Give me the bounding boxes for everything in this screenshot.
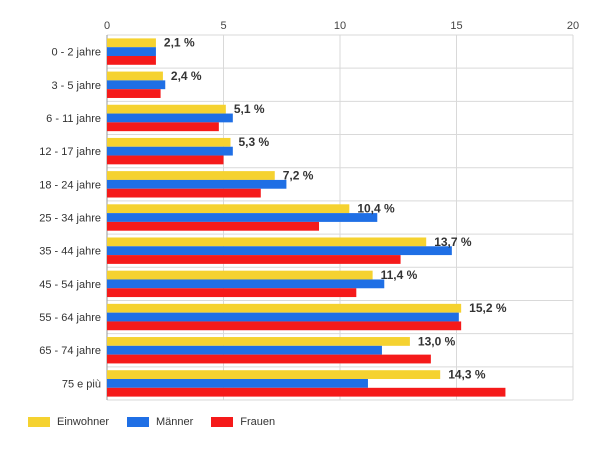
bar-mnner [107, 246, 452, 256]
bar-einwohner [107, 104, 226, 114]
bar-frauen [107, 122, 219, 132]
bar-mnner [107, 379, 368, 388]
x-tick-label: 20 [567, 20, 579, 32]
bar-einwohner [107, 38, 156, 48]
x-tick-label: 15 [450, 20, 462, 32]
bar-mnner [107, 213, 378, 222]
y-tick-label: 0 - 2 jahre [51, 47, 101, 59]
y-tick-label: 25 - 34 jahre [39, 213, 101, 225]
legend-item-manner[interactable]: Männer [126, 416, 194, 428]
bar-frauen [107, 387, 506, 397]
bar-mnner [107, 80, 166, 90]
bar-frauen [107, 321, 462, 331]
x-tick-label: 5 [220, 20, 226, 32]
bar-mnner [107, 345, 382, 355]
y-tick-label: 12 - 17 jahre [39, 146, 101, 158]
bar-einwohner [107, 270, 373, 280]
legend-swatch-manner [126, 417, 149, 427]
legend-item-frauen[interactable]: Frauen [211, 416, 275, 428]
legend-item-einwohner[interactable]: Einwohner [28, 416, 109, 428]
data-label: 13,7 % [434, 235, 472, 249]
legend-swatch-frauen [211, 417, 234, 427]
legend: Einwohner Männer Frauen [28, 416, 293, 428]
data-label: 2,4 % [171, 69, 202, 83]
data-label: 5,1 % [234, 102, 265, 116]
data-label: 14,3 % [448, 368, 486, 382]
x-tick-label: 10 [334, 20, 346, 32]
y-tick-label: 18 - 24 jahre [39, 179, 101, 191]
legend-label-manner: Männer [155, 416, 194, 428]
bar-mnner [107, 279, 385, 289]
data-label: 10,4 % [357, 202, 395, 216]
y-tick-label: 45 - 54 jahre [39, 279, 101, 291]
bar-mnner [107, 312, 459, 322]
bar-einwohner [107, 237, 427, 247]
y-tick-label: 35 - 44 jahre [39, 246, 101, 258]
legend-label-frauen: Frauen [240, 416, 276, 428]
bar-frauen [107, 155, 224, 165]
bar-mnner [107, 146, 233, 156]
x-tick-label: 0 [104, 20, 110, 32]
bar-mnner [107, 47, 156, 56]
bar-frauen [107, 221, 320, 231]
bar-frauen [107, 288, 357, 298]
y-tick-label: 55 - 64 jahre [39, 312, 101, 324]
bar-einwohner [107, 370, 441, 380]
bar-frauen [107, 89, 161, 98]
bar-frauen [107, 354, 431, 364]
bar-einwohner [107, 303, 462, 313]
y-tick-label: 75 e più [62, 378, 101, 390]
data-label: 7,2 % [283, 168, 314, 182]
data-label: 11,4 % [381, 268, 418, 282]
data-label: 15,2 % [469, 301, 507, 315]
data-label: 5,3 % [238, 135, 269, 149]
bar-frauen [107, 188, 261, 198]
bar-mnner [107, 179, 287, 189]
bar-einwohner [107, 204, 350, 214]
bar-einwohner [107, 137, 231, 147]
y-tick-label: 65 - 74 jahre [39, 345, 101, 357]
bar-einwohner [107, 337, 410, 346]
bar-einwohner [107, 71, 163, 81]
bar-mnner [107, 113, 233, 123]
y-tick-label: 3 - 5 jahre [51, 80, 101, 92]
data-label: 13,0 % [418, 334, 456, 348]
data-label: 2,1 % [164, 36, 195, 50]
legend-swatch-einwohner [28, 417, 50, 427]
legend-label-einwohner: Einwohner [57, 416, 109, 428]
y-tick-label: 6 - 11 jahre [46, 113, 101, 125]
bar-frauen [107, 55, 156, 65]
bar-einwohner [107, 171, 275, 180]
bar-frauen [107, 255, 401, 264]
